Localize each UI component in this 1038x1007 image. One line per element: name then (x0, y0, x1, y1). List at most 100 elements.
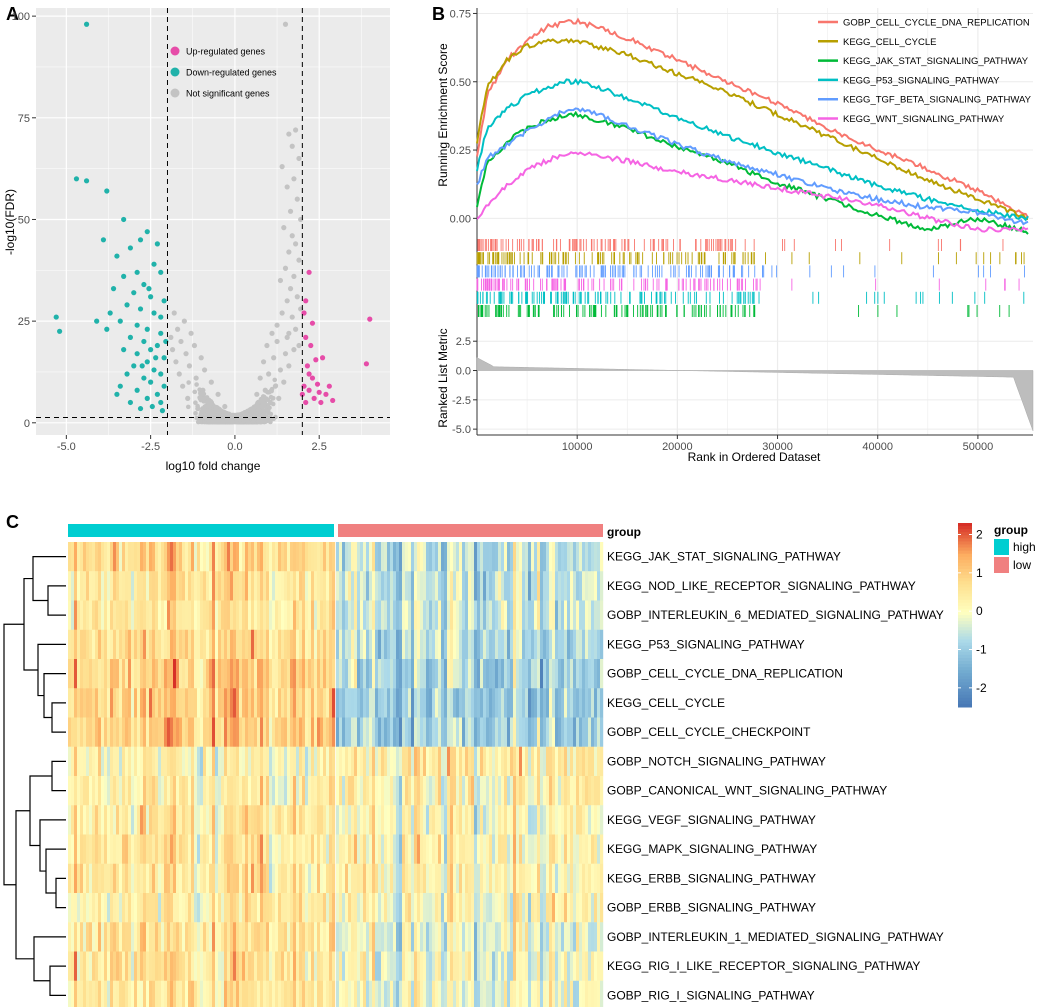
volcano-point-nonsig (197, 396, 203, 402)
heatmap-cell (71, 863, 75, 894)
heatmap-cell (426, 600, 430, 630)
heatmap-cell (125, 542, 129, 572)
heatmap-cell (242, 688, 246, 718)
heatmap-cell (293, 746, 297, 777)
gsea-grid (476, 8, 1033, 436)
heatmap-cell (435, 717, 439, 747)
heatmap-cell (342, 746, 346, 777)
heatmap-cell (528, 571, 532, 601)
heatmap-cell (119, 659, 123, 689)
heatmap-cell (348, 717, 352, 747)
heatmap-cell (200, 542, 204, 572)
heatmap-cell (122, 542, 126, 572)
heatmap-cell (302, 688, 306, 718)
heatmap-cell (248, 746, 252, 777)
heatmap-cell (510, 834, 514, 864)
heatmap-cell (155, 863, 159, 894)
heatmap-cell (510, 571, 514, 601)
heatmap-cell (558, 600, 562, 630)
heatmap-cell (387, 746, 391, 777)
heatmap-cell (263, 746, 267, 777)
heatmap-cell (468, 571, 472, 601)
heatmap-cell (179, 746, 183, 777)
heatmap-cell (399, 659, 403, 689)
heatmap-cell (465, 629, 469, 660)
heatmap-cell (302, 922, 306, 952)
heatmap-cell (453, 600, 457, 630)
heatmap-cell (155, 659, 159, 689)
heatmap-cell (161, 834, 165, 864)
heatmap-cell (107, 776, 111, 806)
heatmap-cell (426, 688, 430, 718)
heatmap-cell (278, 922, 282, 952)
heatmap-cell (462, 863, 466, 894)
heatmap-cell (516, 863, 520, 894)
heatmap-cell (423, 688, 427, 718)
heatmap-cell (203, 834, 207, 864)
heatmap-cell (104, 746, 108, 777)
heatmap-cell (381, 542, 385, 572)
heatmap-cell (317, 659, 321, 689)
heatmap-cell (516, 717, 520, 747)
heatmap-cell (336, 542, 340, 572)
heatmap-cell (462, 688, 466, 718)
volcano-point-nonsig (173, 359, 179, 365)
heatmap-cell (311, 776, 315, 806)
heatmap-cell (561, 834, 565, 864)
heatmap-cell (594, 542, 598, 572)
heatmap-cell (152, 659, 156, 689)
heatmap-cell (113, 659, 117, 689)
volcano-point-nonsig (274, 322, 280, 328)
heatmap-cell (215, 776, 219, 806)
volcano-point-nonsig (193, 375, 199, 381)
heatmap-cell (200, 600, 204, 630)
heatmap-cell (89, 776, 93, 806)
heatmap-cell (594, 776, 598, 806)
heatmap-cell (110, 776, 114, 806)
heatmap-cell (326, 834, 330, 864)
heatmap-cell (423, 542, 427, 572)
heatmap-cell (98, 629, 102, 660)
dendrogram-link (47, 585, 66, 616)
heatmap-cell (522, 688, 526, 718)
volcano-point-nonsig (260, 418, 265, 424)
heatmap-cell (95, 893, 99, 923)
volcano-point-down (124, 371, 130, 377)
heatmap-cell (372, 571, 376, 601)
heatmap-cell (332, 834, 336, 864)
heatmap-cell (68, 893, 72, 923)
heatmap-cell (296, 571, 300, 601)
heatmap-cell (245, 834, 249, 864)
heatmap-cell (357, 834, 361, 864)
heatmap-cell (89, 542, 93, 572)
heatmap-cell (366, 893, 370, 923)
heatmap-cell (191, 746, 195, 777)
heatmap-cell (357, 688, 361, 718)
heatmap-cell (194, 659, 198, 689)
heatmap-cell (185, 571, 189, 601)
heatmap-cell (101, 922, 105, 952)
heatmap-cell (501, 542, 505, 572)
heatmap-cell (516, 542, 520, 572)
volcano-point-nonsig (181, 318, 187, 324)
heatmap-cell (320, 746, 324, 777)
volcano-point-nonsig (195, 405, 201, 412)
heatmap-cell (564, 688, 568, 718)
heatmap-cell (101, 834, 105, 864)
heatmap-cell (98, 600, 102, 630)
heatmap-cell (224, 834, 228, 864)
heatmap-cell (194, 746, 198, 777)
heatmap-cell (336, 659, 340, 689)
heatmap-cell (155, 571, 159, 601)
heatmap-cell (396, 746, 400, 777)
heatmap-cell (531, 893, 535, 923)
heatmap-cell (582, 805, 586, 835)
heatmap-cell (257, 805, 261, 835)
heatmap-cell (420, 805, 424, 835)
heatmap-cell (450, 542, 454, 572)
heatmap-cell (119, 922, 123, 952)
heatmap-cell (164, 922, 168, 952)
heatmap-cell (134, 717, 138, 747)
heatmap-cell (465, 571, 469, 601)
